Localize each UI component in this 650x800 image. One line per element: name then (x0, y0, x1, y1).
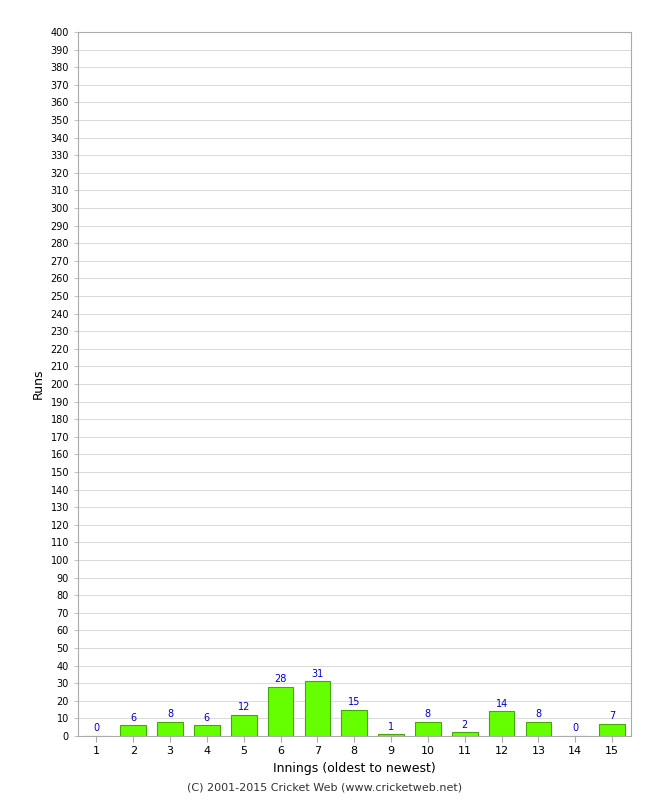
Text: 15: 15 (348, 697, 361, 707)
Text: 6: 6 (130, 713, 136, 723)
X-axis label: Innings (oldest to newest): Innings (oldest to newest) (273, 762, 436, 775)
Bar (489, 711, 515, 736)
Bar (304, 682, 330, 736)
Bar (341, 710, 367, 736)
Y-axis label: Runs: Runs (32, 369, 45, 399)
Bar (526, 722, 551, 736)
Text: 8: 8 (425, 710, 431, 719)
Bar (268, 686, 294, 736)
Bar (599, 724, 625, 736)
Bar (378, 734, 404, 736)
Text: 6: 6 (204, 713, 210, 723)
Bar (194, 726, 220, 736)
Text: 28: 28 (274, 674, 287, 684)
Bar (415, 722, 441, 736)
Bar (452, 733, 478, 736)
Bar (231, 715, 257, 736)
Text: 0: 0 (94, 723, 99, 734)
Bar (120, 726, 146, 736)
Text: 7: 7 (609, 711, 615, 721)
Text: 1: 1 (388, 722, 394, 731)
Text: 31: 31 (311, 669, 324, 678)
Text: 8: 8 (167, 710, 173, 719)
Text: 0: 0 (572, 723, 578, 734)
Text: (C) 2001-2015 Cricket Web (www.cricketweb.net): (C) 2001-2015 Cricket Web (www.cricketwe… (187, 782, 463, 792)
Bar (157, 722, 183, 736)
Text: 2: 2 (462, 720, 468, 730)
Text: 12: 12 (237, 702, 250, 712)
Text: 14: 14 (495, 698, 508, 709)
Text: 8: 8 (536, 710, 541, 719)
